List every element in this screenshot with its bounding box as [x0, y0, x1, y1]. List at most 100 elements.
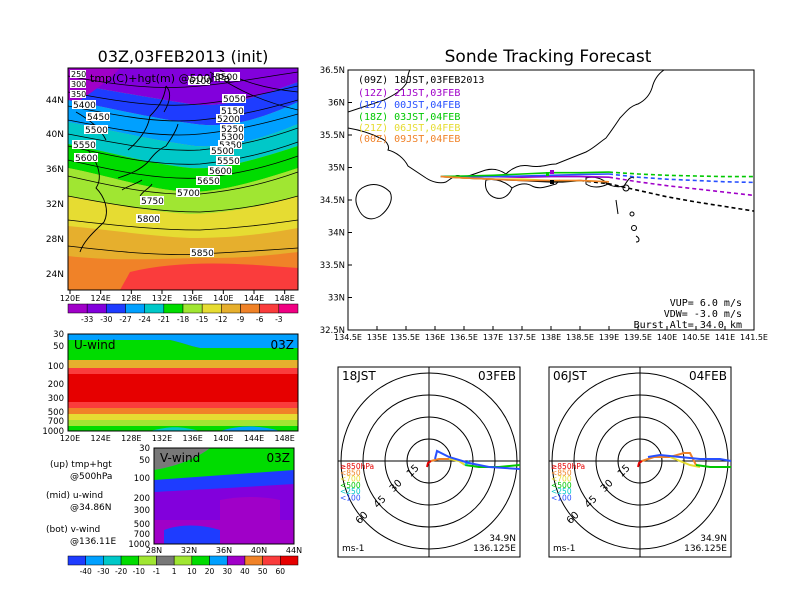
y-tick-label: 300	[48, 394, 64, 404]
svg-text:250: 250	[71, 70, 86, 79]
u-wind-title: U-wind	[74, 338, 115, 352]
temp-map-x-ticks: 120E 124E 128E 132E 136E 140E 144E 148E	[60, 290, 295, 303]
x-tick-label: 134.5E	[334, 333, 362, 342]
location-lat: 34.9N	[489, 534, 516, 544]
y-tick-label: 700	[134, 530, 150, 540]
legend-entry: <100	[551, 494, 572, 503]
param-burst: Burst Alt= 34.0 km	[634, 320, 742, 331]
y-tick-label: 1000	[128, 540, 150, 550]
colorbar-tick: -9	[237, 315, 245, 324]
y-tick-label: 33.5N	[320, 261, 345, 271]
svg-text:300: 300	[71, 80, 86, 89]
x-tick-label: 140E	[657, 333, 677, 342]
x-tick-label: 148E	[275, 294, 295, 303]
colorbar-tick: -6	[256, 315, 264, 324]
sonde-tracks	[440, 171, 754, 212]
legend-09z: (09Z) 18JST,03FEB2013	[358, 75, 484, 86]
temp-map-overlay-label: tmp(C)+hgt(m) @500hPa	[90, 72, 230, 85]
colorbar-swatch	[156, 555, 175, 566]
colorbar-swatch	[85, 555, 104, 566]
y-tick-28n: 28N	[46, 235, 64, 245]
colorbar-tick: -30	[100, 315, 112, 324]
temp-map-title: 03Z,03FEB2013 (init)	[98, 47, 269, 66]
legend-entry: <850	[551, 468, 572, 477]
y-tick-label: 700	[48, 417, 64, 427]
colorbar-swatch	[278, 303, 299, 314]
y-tick-32n: 32N	[46, 200, 64, 210]
x-tick-label: 144E	[244, 434, 264, 443]
x-tick-label: 140E	[213, 434, 233, 443]
legend-entry: <700	[340, 475, 361, 484]
colorbar-swatch	[240, 303, 260, 314]
colorbar-swatch	[67, 303, 88, 314]
release-point-marker	[550, 180, 554, 184]
polar-time-label: 06JST	[553, 369, 587, 383]
colorbar-tick: -40	[80, 567, 92, 576]
y-tick-40n: 40N	[46, 130, 64, 140]
legend-entry: <250	[340, 487, 361, 496]
track-legend: (09Z) 18JST,03FEB2013 (12Z) 21JST,03FEB …	[358, 75, 484, 145]
y-tick-label: 100	[48, 362, 64, 372]
v-wind-x-ticks: 28N 32N 36N 40N 44N	[146, 546, 302, 555]
colorbar-tick: -27	[119, 315, 131, 324]
hodograph-segment	[434, 449, 520, 470]
colorbar-tick: -3	[275, 315, 283, 324]
svg-text:5500: 5500	[211, 147, 234, 157]
temp-height-map-panel: 03Z,03FEB2013 (init)	[46, 47, 299, 324]
hodograph-segment	[695, 464, 731, 468]
y-tick-label: 50	[139, 456, 150, 466]
colorbar-tick: 50	[258, 567, 268, 576]
side-label-up: (up) tmp+hgt	[50, 460, 112, 470]
y-tick-label: 100	[134, 474, 150, 484]
hodograph-segment	[669, 456, 701, 468]
svg-text:5300: 5300	[221, 133, 244, 143]
y-tick-label: 50	[53, 342, 64, 352]
location-lon: 136.125E	[473, 544, 516, 554]
tracking-title: Sonde Tracking Forecast	[445, 47, 652, 67]
x-tick-label: 138E	[541, 333, 561, 342]
colorbar-tick: -30	[97, 567, 109, 576]
x-tick-label: 120E	[60, 294, 80, 303]
colorbar-swatch	[201, 303, 222, 314]
colorbar-swatch	[244, 555, 263, 566]
svg-text:5600: 5600	[209, 167, 232, 177]
track-3-forecast	[608, 171, 754, 178]
legend-00z: (00Z) 09JST,04FEB	[358, 134, 460, 145]
side-label-bot2: @136.11E	[70, 537, 116, 547]
x-tick-label: 135.5E	[392, 333, 420, 342]
legend-15z: (15Z) 00JST,04FEB	[358, 100, 460, 111]
x-tick-label: 138.5E	[566, 333, 594, 342]
u-wind-x-ticks: 120E 124E 128E 132E 136E 140E 144E 148E	[60, 434, 295, 443]
legend-21z: (21Z) 06JST,04FEB	[358, 123, 460, 134]
launch-params: VUP= 6.0 m/s VDW= -3.0 m/s Burst Alt= 34…	[634, 298, 742, 331]
y-tick-label: 34.5N	[320, 196, 345, 206]
colorbar-swatch	[67, 555, 86, 566]
y-tick-label: 30	[139, 444, 150, 454]
colorbar-swatch	[182, 303, 203, 314]
polar-time-label: 18JST	[342, 369, 376, 383]
x-tick-label: 36N	[216, 546, 232, 555]
hodograph-segment	[641, 452, 697, 466]
y-tick-label: 36.5N	[320, 66, 345, 76]
colorbar-swatch	[262, 555, 281, 566]
track-0-forecast	[579, 179, 754, 212]
y-tick-label: 36N	[328, 99, 345, 109]
svg-text:5150: 5150	[221, 107, 244, 117]
x-tick-label: 141E	[715, 333, 735, 342]
track-2-forecast	[608, 173, 754, 184]
colorbar-tick: 40	[240, 567, 250, 576]
x-tick-label: 132E	[152, 294, 172, 303]
svg-text:6100: 6100	[189, 77, 212, 87]
y-tick-label: 200	[48, 380, 64, 390]
colorbar-tick: -21	[158, 315, 170, 324]
x-tick-label: 28N	[146, 546, 162, 555]
legend-entry: <100	[340, 494, 361, 503]
temp-colorbar: -33 -30 -27 -24 -21 -18 -15 -12 -9 -6 -3	[67, 303, 299, 324]
unit-label: ms-1	[342, 544, 364, 554]
x-tick-label: 140E	[213, 294, 233, 303]
colorbar-swatch	[221, 303, 241, 314]
colorbar-swatch	[86, 303, 107, 314]
wind-colorbar: -40 -30 -20 -10 -1 1 10 20 30 40 50 60	[67, 555, 299, 576]
